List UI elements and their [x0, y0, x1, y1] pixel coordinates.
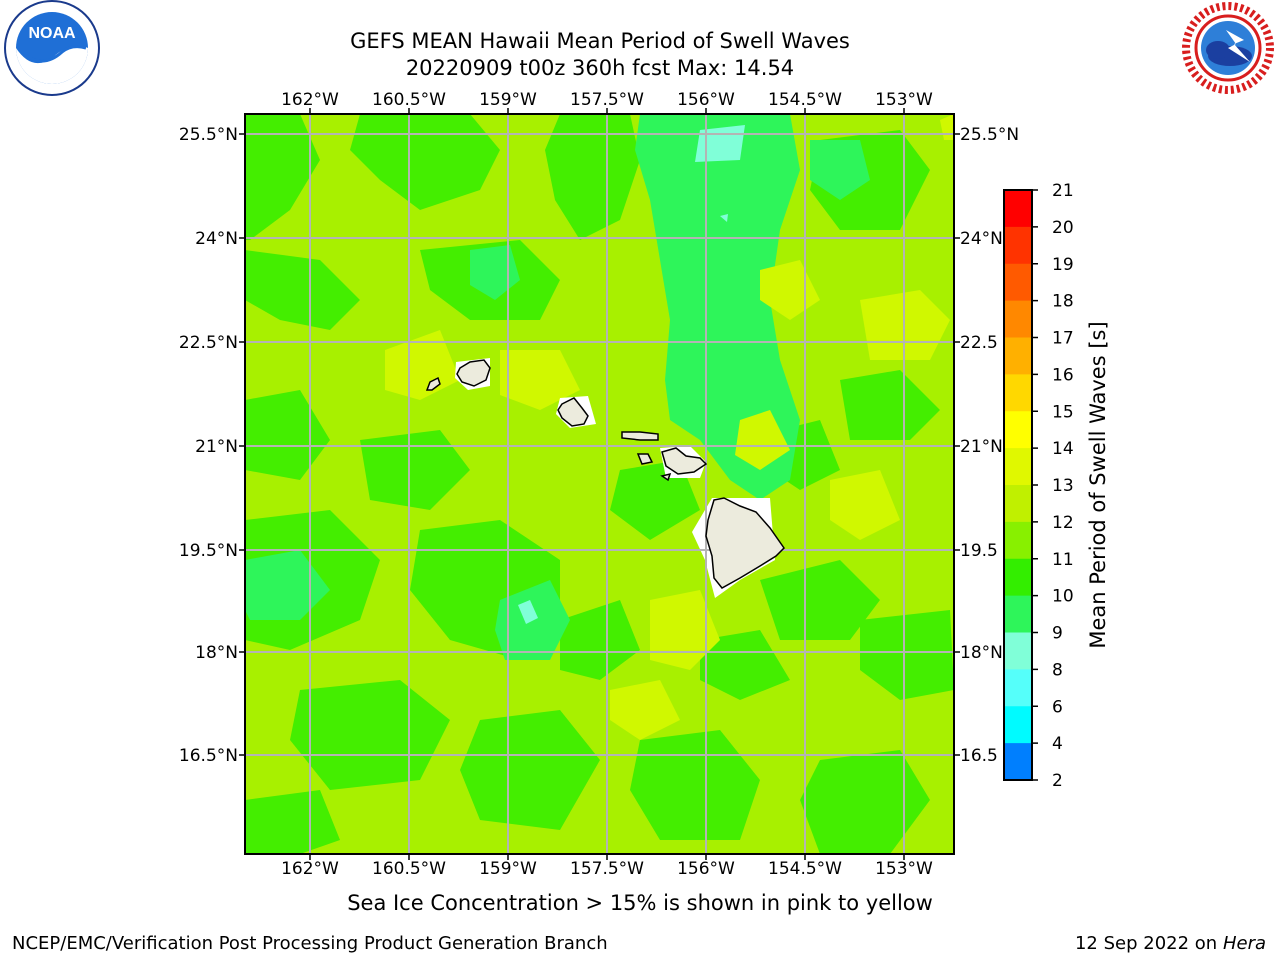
lat-label: 18°N	[960, 643, 1003, 663]
colorbar-segment	[1004, 190, 1032, 228]
colorbar-segment	[1004, 669, 1032, 707]
noaa-logo-text: NOAA	[28, 25, 76, 42]
run-date: 12 Sep 2022 on Hera	[1075, 933, 1266, 954]
colorbar-tick-label: 21	[1052, 181, 1074, 201]
graticule	[245, 114, 954, 854]
lon-label: 156°W	[677, 859, 735, 879]
island-kauai	[456, 359, 491, 387]
lon-labels-bottom: 162°W 160.5°W 159°W 157.5°W 156°W 154.5°…	[281, 859, 933, 879]
lon-labels-top: 162°W 160.5°W 159°W 157.5°W 156°W 154.5°…	[281, 90, 933, 110]
colorbar-segment	[1004, 743, 1032, 781]
lat-labels-left: 25.5°N 24°N 22.5°N 21°N 19.5°N 18°N 16.5…	[179, 125, 238, 766]
colorbar-tick-label: 20	[1052, 218, 1074, 238]
lon-label: 156°W	[677, 90, 735, 110]
lon-label: 153°W	[875, 859, 933, 879]
lon-label: 162°W	[281, 90, 339, 110]
lat-label: 25.5°N	[960, 125, 1019, 145]
lat-label: 16.5	[960, 746, 998, 766]
credit-text: NCEP/EMC/Verification Post Processing Pr…	[12, 933, 608, 954]
lon-label: 154.5°W	[768, 859, 842, 879]
colorbar-tick-label: 12	[1052, 513, 1074, 533]
colorbar-tick-label: 15	[1052, 402, 1074, 422]
colorbar-tick-label: 10	[1052, 587, 1074, 607]
colorbar-segment	[1004, 448, 1032, 486]
colorbar-tick-label: 8	[1052, 660, 1063, 680]
island-maui	[661, 447, 708, 475]
colorbar-segment	[1004, 521, 1032, 560]
lat-label: 25.5°N	[179, 125, 238, 145]
island-niihau	[425, 376, 441, 391]
period-band-11-12	[245, 114, 954, 854]
colorbar-segment	[1004, 558, 1032, 597]
sea-ice-note: Sea Ice Concentration > 15% is shown in …	[347, 891, 933, 915]
lon-label: 160.5°W	[372, 859, 446, 879]
lat-labels-right: 25.5°N 24°N 22.5 21°N 19.5 18°N 16.5	[960, 125, 1019, 766]
colorbar-segment	[1004, 263, 1032, 302]
colorbar-tick-label: 4	[1052, 734, 1063, 754]
colorbar-segment	[1004, 374, 1032, 412]
run-date-text: 12 Sep 2022 on	[1074, 933, 1218, 954]
colorbar-tick-label: 11	[1052, 550, 1074, 570]
lon-label: 154.5°W	[768, 90, 842, 110]
colorbar-tick-label: 16	[1052, 365, 1074, 385]
colorbar-segment	[1004, 337, 1032, 375]
lat-label: 18°N	[195, 643, 238, 663]
lat-label: 22.5	[960, 333, 998, 353]
colorbar-segment	[1004, 595, 1032, 633]
colorbar-tick-label: 17	[1052, 329, 1074, 349]
lon-label: 159°W	[479, 90, 537, 110]
lat-label: 19.5	[960, 541, 998, 561]
lat-label: 24°N	[960, 229, 1003, 249]
lat-label: 19.5°N	[179, 541, 238, 561]
colorbar-segment	[1004, 300, 1032, 338]
lat-label: 21°N	[195, 437, 238, 457]
colorbar-segment	[1004, 226, 1032, 265]
island-molokai	[621, 431, 659, 441]
map-frame	[244, 113, 955, 855]
colorbar: 21 20 19 18 17 16 15 14 13 12 11 10 9 8 6 4 2	[1003, 181, 1074, 791]
colorbar-tick-label: 9	[1052, 624, 1063, 644]
island-hawaii	[705, 497, 785, 589]
colorbar-tick-label: 13	[1052, 476, 1074, 496]
lat-label: 21°N	[960, 437, 1003, 457]
lon-label: 157.5°W	[570, 90, 644, 110]
nws-logo	[1182, 2, 1274, 94]
island-lanai	[636, 453, 654, 465]
lat-label: 16.5°N	[179, 746, 238, 766]
colorbar-tick-label: 19	[1052, 255, 1074, 275]
machine-name: Hera	[1222, 933, 1266, 954]
colorbar-segment	[1004, 411, 1032, 449]
lon-label: 159°W	[479, 859, 537, 879]
hawaiian-islands	[425, 359, 785, 589]
lon-label: 153°W	[875, 90, 933, 110]
map-title: GEFS MEAN Hawaii Mean Period of Swell Wa…	[350, 29, 850, 53]
axis-ticks	[239, 108, 960, 860]
colorbar-tick-label: 6	[1052, 697, 1063, 717]
island-oahu	[557, 397, 589, 427]
colorbar-tick-label: 14	[1052, 439, 1074, 459]
noaa-logo: NOAA	[4, 0, 100, 96]
lat-label: 24°N	[195, 229, 238, 249]
lat-label: 22.5°N	[179, 333, 238, 353]
map-subtitle: 20220909 t00z 360h fcst Max: 14.54	[405, 56, 795, 80]
swell-period-field	[245, 114, 954, 854]
colorbar-segment	[1004, 632, 1032, 670]
colorbar-segment	[1004, 485, 1032, 523]
colorbar-tick-label: 18	[1052, 292, 1074, 312]
colorbar-label: Mean Period of Swell Waves [s]	[1086, 321, 1110, 648]
lon-label: 160.5°W	[372, 90, 446, 110]
island-kahoolawe	[660, 472, 672, 482]
colorbar-tick-label: 2	[1052, 771, 1063, 791]
colorbar-segment	[1004, 706, 1032, 744]
lon-label: 162°W	[281, 859, 339, 879]
lon-label: 157.5°W	[570, 859, 644, 879]
